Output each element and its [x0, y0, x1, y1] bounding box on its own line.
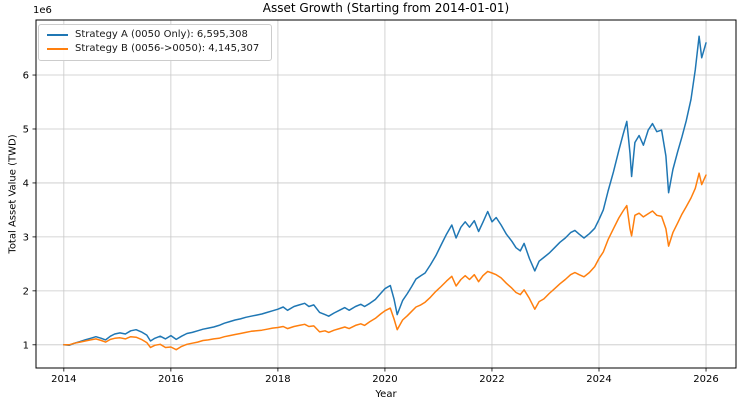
legend-label-strategy-b: Strategy B (0056->0050): 4,145,307 [75, 43, 260, 54]
series-layer [63, 35, 707, 351]
y-tick-label: 4 [23, 178, 29, 189]
y-axis-offset-label: 1e6 [33, 5, 52, 16]
legend-item-strategy-b: Strategy B (0056->0050): 4,145,307 [47, 42, 263, 56]
strategy-b-line-swatch [47, 48, 68, 50]
axes-layer [32, 19, 737, 372]
series-line-strategy-a [63, 35, 707, 347]
legend-item-strategy-a: Strategy A (0050 Only): 6,595,308 [47, 28, 263, 42]
y-tick-label: 6 [23, 71, 29, 82]
y-tick-label: 5 [23, 124, 29, 135]
tick-label-layer: 2014 2016 2018 2020 2022 2024 2026 1 2 3 4 5 6 [23, 71, 719, 385]
y-tick-label: 3 [23, 232, 29, 243]
x-tick-label: 2022 [479, 374, 504, 385]
x-tick-label: 2026 [693, 374, 718, 385]
x-tick-label: 2016 [158, 374, 183, 385]
x-tick-label: 2024 [586, 374, 611, 385]
y-axis-label: Total Asset Value (TWD) [7, 134, 19, 254]
chart-title: Asset Growth (Starting from 2014-01-01) [262, 1, 510, 15]
y-tick-label: 1 [23, 340, 29, 351]
series-line-strategy-b [63, 172, 707, 351]
legend: Strategy A (0050 Only): 6,595,308 Strate… [38, 24, 272, 61]
y-tick-label: 2 [23, 286, 29, 297]
x-tick-label: 2014 [51, 374, 76, 385]
x-tick-label: 2018 [265, 374, 290, 385]
x-tick-label: 2020 [372, 374, 397, 385]
grid-layer [36, 20, 736, 368]
axes-frame [35, 19, 737, 369]
legend-label-strategy-a: Strategy A (0050 Only): 6,595,308 [75, 29, 248, 40]
x-axis-label: Year [375, 389, 397, 400]
strategy-a-line-swatch [47, 34, 68, 36]
